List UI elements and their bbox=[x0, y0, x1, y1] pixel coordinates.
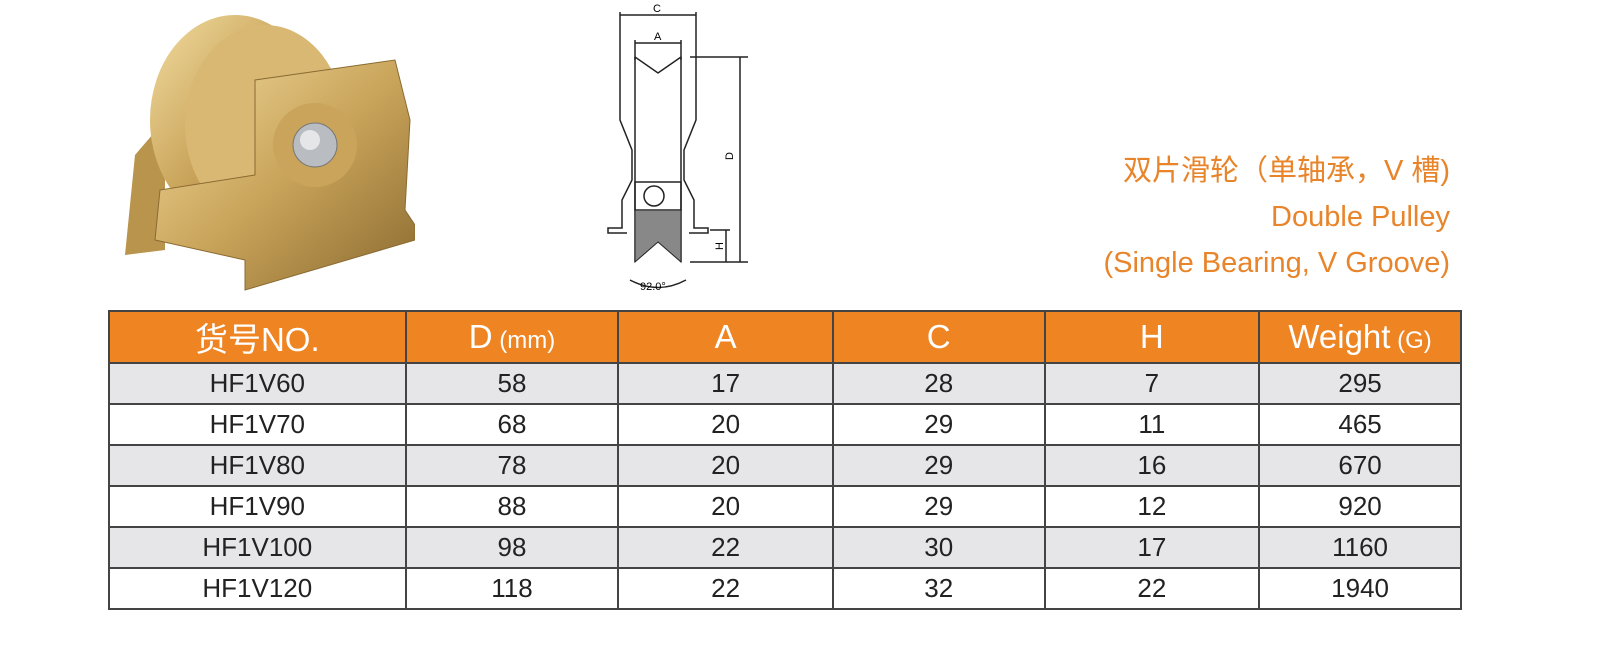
table-cell: 22 bbox=[617, 526, 834, 569]
table-cell: HF1V70 bbox=[108, 403, 407, 446]
dim-c-label: C bbox=[653, 3, 661, 15]
header-label: D bbox=[468, 318, 493, 355]
column-header: H bbox=[1043, 310, 1261, 364]
table-cell: HF1V80 bbox=[108, 444, 407, 487]
title-cn: 双片滑轮（单轴承，V 槽) bbox=[1122, 155, 1450, 187]
table-cell: 11 bbox=[1043, 403, 1261, 446]
table-cell: 22 bbox=[1043, 567, 1261, 610]
table-cell: 29 bbox=[831, 444, 1046, 487]
table-header: 货号NO. D (mm) A C H Weight (G) bbox=[108, 310, 1462, 364]
table-cell: 30 bbox=[831, 526, 1046, 569]
table-cell: 20 bbox=[617, 485, 834, 528]
table-cell: 20 bbox=[617, 444, 834, 487]
header-label: 货号NO. bbox=[194, 321, 320, 358]
table-cell: 58 bbox=[404, 362, 620, 405]
pulley-technical-drawing: C A D H 92.0° bbox=[607, 3, 748, 293]
table-cell: HF1V120 bbox=[108, 567, 407, 610]
table-cell: 78 bbox=[404, 444, 620, 487]
table-row: HF1V120 118 22 32 22 1940 bbox=[108, 567, 1462, 610]
table-row: HF1V60 58 17 28 7 295 bbox=[108, 362, 1462, 405]
table-cell: 68 bbox=[404, 403, 620, 446]
header-label: Weight bbox=[1288, 318, 1391, 355]
table-cell: 32 bbox=[831, 567, 1046, 610]
table-row: HF1V80 78 20 29 16 670 bbox=[108, 444, 1462, 487]
table-cell: 670 bbox=[1258, 444, 1462, 487]
table-cell: 118 bbox=[404, 567, 620, 610]
column-header: Weight (G) bbox=[1258, 310, 1462, 364]
table-cell: 20 bbox=[617, 403, 834, 446]
table-cell: 465 bbox=[1258, 403, 1462, 446]
spec-table: 货号NO. D (mm) A C H Weight (G) HF1V60 58 17 28 7 29… bbox=[108, 310, 1462, 610]
table-cell: HF1V90 bbox=[108, 485, 407, 528]
header-label: C bbox=[926, 318, 951, 355]
table-cell: 98 bbox=[404, 526, 620, 569]
header-label: H bbox=[1139, 318, 1164, 355]
table-cell: 17 bbox=[1043, 526, 1261, 569]
table-cell: 1940 bbox=[1258, 567, 1462, 610]
pulley-product-photo bbox=[125, 15, 415, 291]
table-cell: 7 bbox=[1043, 362, 1261, 405]
table-cell: 12 bbox=[1043, 485, 1261, 528]
column-header: D (mm) bbox=[404, 310, 620, 364]
dim-h-label: H bbox=[714, 242, 726, 250]
table-cell: HF1V60 bbox=[108, 362, 407, 405]
header-unit: (mm) bbox=[492, 327, 556, 354]
groove-angle-label: 92.0° bbox=[640, 281, 666, 293]
title-en: Double Pulley bbox=[1271, 201, 1450, 233]
table-cell: 29 bbox=[831, 485, 1046, 528]
header-unit: (G) bbox=[1390, 327, 1432, 354]
table-row: HF1V90 88 20 29 12 920 bbox=[108, 485, 1462, 528]
table-cell: 1160 bbox=[1258, 526, 1462, 569]
table-cell: 29 bbox=[831, 403, 1046, 446]
column-header: 货号NO. bbox=[108, 310, 407, 364]
dim-a-label: A bbox=[654, 31, 662, 43]
table-cell: 920 bbox=[1258, 485, 1462, 528]
table-cell: 17 bbox=[617, 362, 834, 405]
table-row: HF1V100 98 22 30 17 1160 bbox=[108, 526, 1462, 569]
title-en-sub: (Single Bearing, V Groove) bbox=[1103, 247, 1450, 279]
table-cell: 28 bbox=[831, 362, 1046, 405]
dim-d-label: D bbox=[724, 152, 736, 160]
column-header: A bbox=[617, 310, 834, 364]
table-row: HF1V70 68 20 29 11 465 bbox=[108, 403, 1462, 446]
header-label: A bbox=[714, 318, 737, 355]
column-header: C bbox=[831, 310, 1046, 364]
table-cell: 88 bbox=[404, 485, 620, 528]
table-cell: 16 bbox=[1043, 444, 1261, 487]
table-cell: 22 bbox=[617, 567, 834, 610]
table-cell: HF1V100 bbox=[108, 526, 407, 569]
table-cell: 295 bbox=[1258, 362, 1462, 405]
product-title: 双片滑轮（单轴承，V 槽) Double Pulley (Single Bear… bbox=[1103, 148, 1450, 286]
